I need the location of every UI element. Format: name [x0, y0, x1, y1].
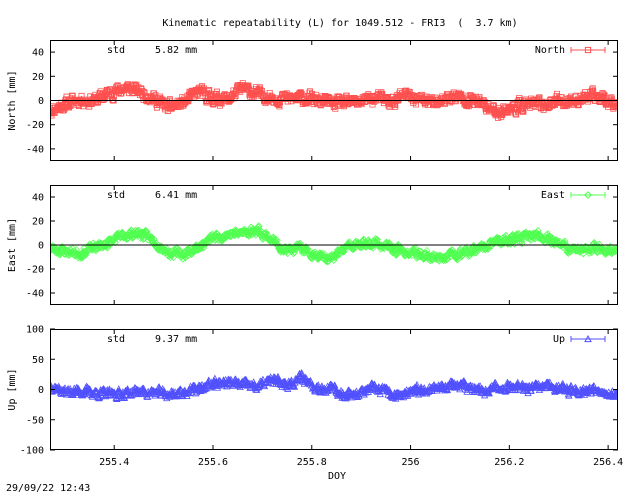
up-xtick-label: 256.2	[494, 457, 524, 468]
up-data	[50, 369, 618, 403]
up-ytick-label: 100	[26, 325, 44, 336]
up-ytick-label: 0	[38, 385, 44, 396]
east-ytick-label: 40	[32, 193, 44, 204]
north-ylabel: North [mm]	[7, 70, 18, 130]
up-std-label: std	[107, 334, 125, 345]
east-legend-label: East	[541, 190, 565, 201]
timestamp: 29/09/22 12:43	[6, 483, 91, 494]
north-series-markers	[50, 80, 618, 121]
east-legend-marker	[584, 191, 592, 199]
north-legend-marker	[584, 46, 592, 54]
up-xtick-label: 256	[402, 457, 420, 468]
north-data	[50, 80, 618, 121]
up-ylabel: Up [mm]	[7, 368, 18, 410]
east-std-value: 6.41 mm	[155, 190, 197, 201]
up-xtick-label: 255.4	[99, 457, 129, 468]
north-panel: -40 -20 0 20 40 North [mm] std 5.82 mm North	[7, 40, 618, 161]
up-panel: -100 -50 0 50 100 255.4 255.6 255.8 256 256.2 256.…	[7, 325, 623, 483]
east-data	[50, 222, 618, 266]
north-ytick-label: 0	[38, 96, 44, 107]
up-ytick-label: -100	[20, 446, 44, 457]
north-ytick-label: 20	[32, 72, 44, 83]
up-legend-label: Up	[553, 334, 565, 345]
up-ytick-label: -50	[26, 415, 44, 426]
east-ytick-label: 20	[32, 217, 44, 228]
east-ytick-label: -20	[26, 265, 44, 276]
north-ytick-label: -40	[26, 144, 44, 155]
up-series-markers	[50, 369, 618, 403]
up-legend-marker	[584, 334, 592, 343]
north-legend-label: North	[535, 45, 565, 56]
east-series-markers	[50, 222, 618, 266]
north-std-value: 5.82 mm	[155, 45, 197, 56]
north-ytick-label: 40	[32, 48, 44, 59]
up-xtick-label: 256.4	[593, 457, 623, 468]
up-xtick-label: 255.6	[198, 457, 228, 468]
north-ytick-label: -20	[26, 120, 44, 131]
up-xlabel: DOY	[328, 471, 346, 482]
east-panel: -40 -20 0 20 40 East [mm] std 6.41 mm East	[7, 185, 618, 305]
chart-title: Kinematic repeatability (L) for 1049.512…	[162, 18, 517, 29]
up-std-value: 9.37 mm	[155, 334, 197, 345]
east-ylabel: East [mm]	[7, 218, 18, 272]
east-std-label: std	[107, 190, 125, 201]
north-std-label: std	[107, 45, 125, 56]
east-ytick-label: -40	[26, 289, 44, 300]
up-ytick-label: 50	[32, 355, 44, 366]
up-xtick-label: 255.8	[297, 457, 327, 468]
east-ytick-label: 0	[38, 241, 44, 252]
